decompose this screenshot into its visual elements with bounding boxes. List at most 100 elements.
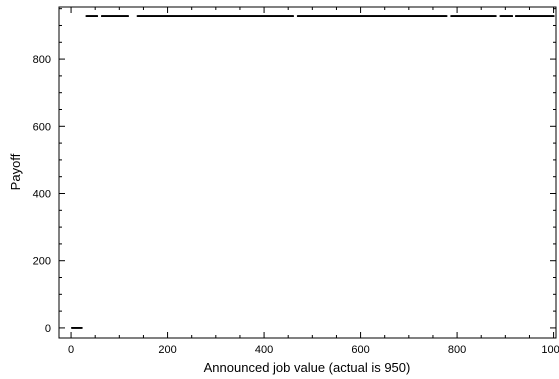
- data-point: [206, 15, 209, 17]
- data-point: [415, 15, 418, 17]
- data-point: [329, 15, 332, 17]
- data-point: [434, 15, 437, 17]
- data-point: [510, 15, 513, 17]
- data-point: [405, 15, 407, 17]
- data-point: [92, 15, 95, 17]
- data-point: [268, 15, 270, 17]
- data-point: [318, 15, 320, 17]
- data-point: [360, 15, 363, 17]
- data-point: [156, 15, 158, 17]
- data-point: [266, 15, 268, 17]
- data-point: [287, 15, 290, 17]
- data-point: [324, 15, 327, 17]
- data-point: [231, 15, 234, 17]
- data-point: [77, 327, 80, 329]
- data-point: [397, 15, 400, 17]
- data-point: [111, 15, 114, 17]
- data-point: [550, 15, 553, 17]
- data-point: [490, 15, 493, 17]
- data-point: [225, 15, 228, 17]
- data-point: [200, 15, 203, 17]
- data-point: [542, 15, 544, 17]
- data-point: [503, 15, 506, 17]
- data-point: [194, 15, 197, 17]
- data-point: [453, 15, 456, 17]
- data-point: [137, 15, 140, 17]
- data-point: [250, 15, 253, 17]
- data-point: [516, 15, 519, 17]
- data-point: [94, 15, 97, 17]
- data-point: [74, 327, 76, 329]
- data-point: [321, 15, 323, 17]
- data-point: [325, 15, 328, 17]
- data-point: [118, 15, 121, 17]
- data-point: [251, 15, 254, 17]
- data-point: [147, 15, 150, 17]
- data-point: [301, 15, 304, 17]
- data-point: [275, 15, 278, 17]
- data-point: [337, 15, 340, 17]
- data-point: [245, 15, 248, 17]
- data-point: [466, 15, 469, 17]
- data-point: [346, 15, 348, 17]
- data-point: [314, 15, 317, 17]
- data-point: [331, 15, 334, 17]
- data-point: [478, 15, 481, 17]
- data-point: [500, 15, 503, 17]
- data-point: [106, 15, 109, 17]
- data-point: [210, 15, 212, 17]
- data-point: [310, 15, 313, 17]
- data-point: [108, 15, 111, 17]
- data-point: [91, 15, 94, 17]
- data-point: [400, 15, 403, 17]
- data-point: [80, 327, 83, 329]
- data-point: [144, 15, 147, 17]
- data-point: [177, 15, 180, 17]
- data-point: [286, 15, 289, 17]
- data-point: [334, 15, 337, 17]
- data-point: [124, 15, 127, 17]
- data-point: [103, 15, 106, 17]
- data-point: [529, 15, 532, 17]
- data-point: [551, 15, 554, 17]
- data-point: [88, 15, 91, 17]
- data-point: [291, 15, 293, 17]
- data-point: [382, 15, 385, 17]
- data-point: [531, 15, 534, 17]
- data-point: [451, 15, 454, 17]
- data-point: [442, 15, 445, 17]
- data-point: [509, 15, 512, 17]
- data-point: [339, 15, 342, 17]
- data-point: [265, 15, 267, 17]
- data-point: [284, 15, 287, 17]
- data-point: [373, 15, 375, 17]
- data-point: [224, 15, 227, 17]
- data-point: [220, 15, 223, 17]
- data-point: [444, 15, 447, 17]
- data-point: [290, 15, 292, 17]
- data-point: [76, 327, 79, 329]
- data-point: [383, 15, 386, 17]
- data-point: [390, 15, 393, 17]
- data-point: [211, 15, 213, 17]
- data-point: [297, 15, 300, 17]
- data-point: [534, 15, 537, 17]
- data-point: [352, 15, 355, 17]
- data-point: [236, 15, 238, 17]
- data-point: [202, 15, 205, 17]
- data-point: [248, 15, 251, 17]
- data-point: [212, 15, 214, 17]
- data-point: [391, 15, 394, 17]
- data-point: [107, 15, 110, 17]
- data-point: [468, 15, 471, 17]
- data-point: [371, 15, 374, 17]
- data-point: [410, 15, 413, 17]
- data-point: [316, 15, 319, 17]
- data-point: [235, 15, 237, 17]
- data-point: [420, 15, 423, 17]
- data-point: [309, 15, 312, 17]
- data-point: [441, 15, 444, 17]
- x-tick-label: 800: [448, 344, 466, 356]
- data-point: [280, 15, 283, 17]
- data-point: [87, 15, 90, 17]
